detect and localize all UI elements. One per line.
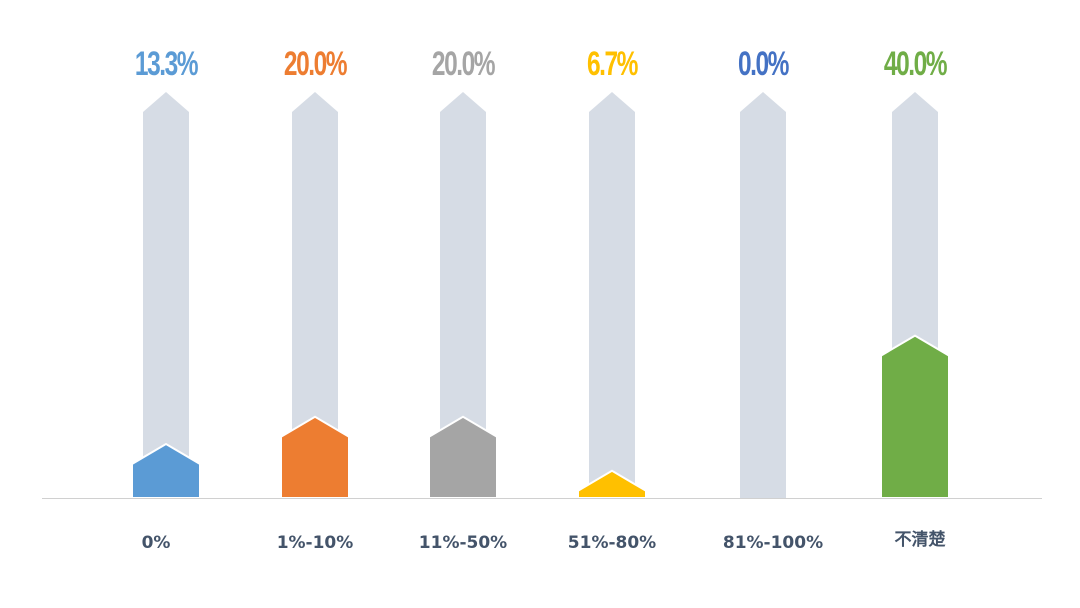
value-label-2: 20.0% (432, 45, 495, 83)
value-label-4: 0.0% (738, 45, 789, 83)
value-label-5: 40.0% (884, 45, 947, 83)
category-label-1: 1%-10% (277, 533, 354, 553)
category-label-4: 81%-100% (723, 533, 823, 553)
value-labels: 13.3% 20.0% 20.0% 6.7% 0.0% 40.0% (135, 45, 949, 83)
category-label-0: 0% (142, 533, 171, 553)
value-label-0: 13.3% (135, 45, 198, 83)
track-2 (440, 92, 486, 498)
category-labels: 0% 1%-10% 11%-50% 51%-80% 81%-100% 不清楚 (142, 529, 947, 553)
track-3 (589, 92, 635, 498)
value-label-3: 6.7% (587, 45, 638, 83)
category-label-5: 不清楚 (895, 529, 947, 550)
bar-0 (131, 442, 201, 499)
bar-5 (880, 334, 950, 499)
category-label-3: 51%-80% (568, 533, 656, 553)
bar-2 (428, 415, 498, 499)
track-1 (292, 92, 338, 498)
track-4 (740, 92, 786, 498)
bar-1 (280, 415, 350, 499)
bars (131, 334, 950, 499)
track-0 (143, 92, 189, 498)
bar-3 (577, 469, 647, 499)
value-label-1: 20.0% (284, 45, 347, 83)
category-label-2: 11%-50% (419, 533, 507, 553)
background-tracks (143, 92, 938, 498)
